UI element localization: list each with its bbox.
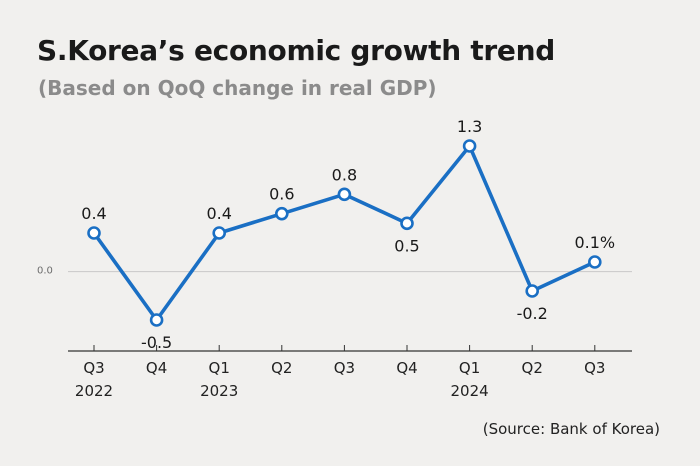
chart-title: S.Korea’s economic growth trend [37, 34, 555, 67]
x-year-label: 2022 [75, 382, 113, 400]
zero-tick-label: 0.0 [37, 266, 53, 277]
data-label: 0.5 [394, 236, 419, 255]
source-note: (Source: Bank of Korea) [482, 420, 660, 438]
x-year-label: 2024 [451, 382, 489, 400]
data-label: 0.4 [206, 204, 231, 223]
data-point [587, 255, 602, 269]
data-point [462, 139, 477, 153]
series-markers [87, 139, 602, 327]
data-label: 0.1% [574, 233, 615, 252]
data-labels: 0.4 -0.5 0.4 0.6 0.8 0.5 1.3 -0.2 0.1% [81, 117, 615, 352]
data-point [337, 187, 352, 202]
x-tick-label: Q4 [396, 359, 417, 377]
data-label: 0.6 [269, 185, 294, 204]
x-tick-label: Q1 [459, 359, 480, 377]
x-year-label: 2023 [200, 382, 238, 400]
data-point [525, 284, 540, 298]
data-point [274, 206, 289, 221]
data-point [149, 313, 164, 327]
data-label: -0.2 [517, 304, 548, 323]
x-tick-label: Q2 [271, 359, 292, 377]
chart-subtitle: (Based on QoQ change in real GDP) [38, 76, 437, 100]
x-tick-label: Q2 [522, 359, 543, 377]
x-tick-label: Q3 [584, 359, 605, 377]
x-tick-label: Q3 [334, 359, 355, 377]
x-tick-label: Q4 [146, 359, 167, 377]
data-label: 0.4 [81, 204, 106, 223]
data-label: 0.8 [332, 165, 357, 184]
data-label: -0.5 [141, 333, 172, 352]
data-point [212, 226, 226, 240]
x-tick-label: Q1 [209, 359, 230, 377]
x-ticks: Q3 2022 Q4 Q1 2023 Q2 Q3 Q4 Q1 2024 Q2 Q3 [75, 345, 605, 400]
data-point [87, 226, 101, 240]
x-tick-label: Q3 [83, 359, 104, 377]
data-label: 1.3 [457, 117, 482, 136]
data-point [400, 216, 414, 231]
